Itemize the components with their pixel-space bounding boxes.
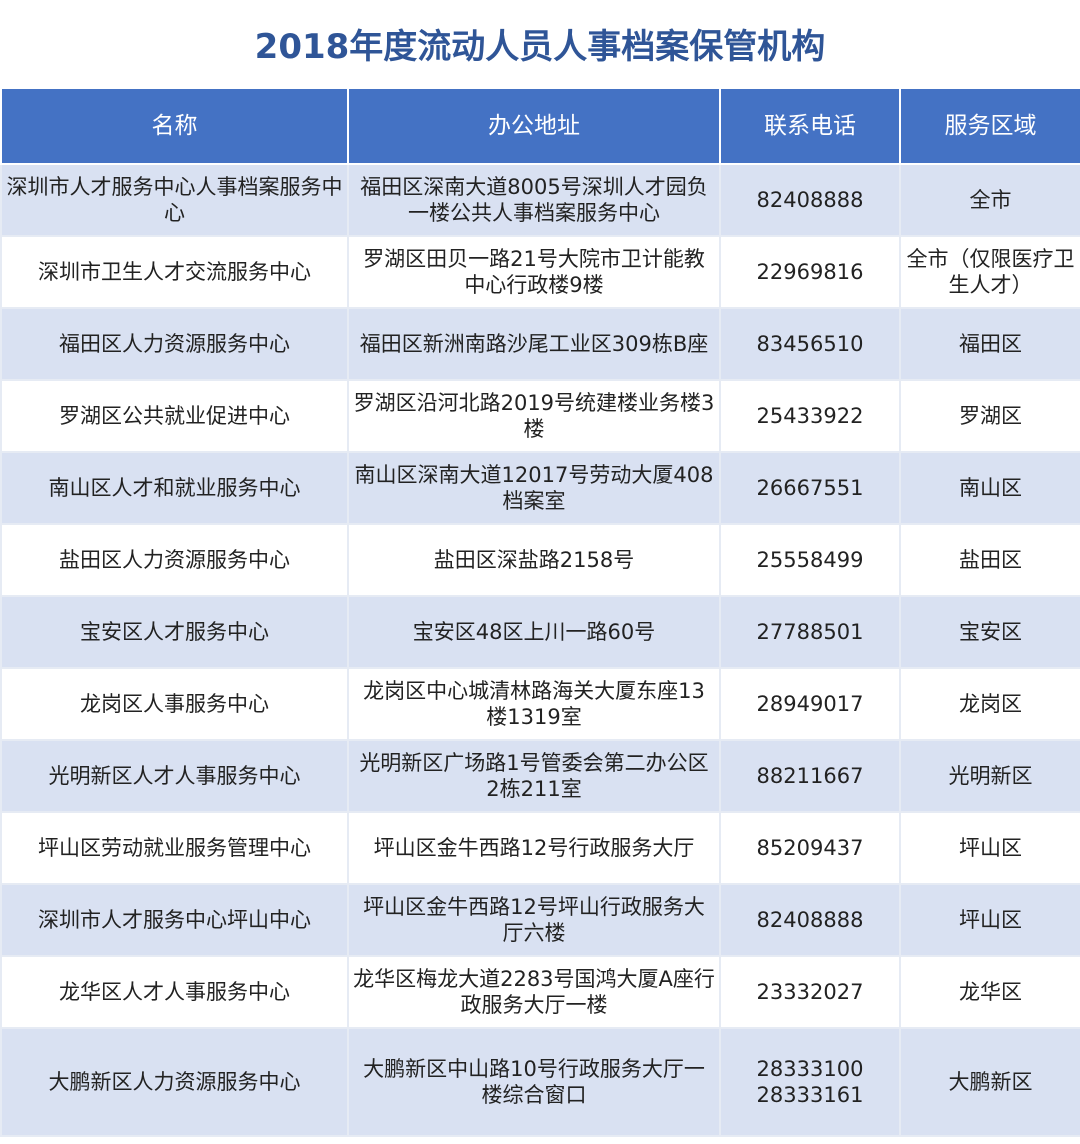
cell-name: 南山区人才和就业服务中心 <box>0 451 349 525</box>
cell-phone: 83456510 <box>719 307 901 381</box>
header-area: 服务区域 <box>899 87 1080 165</box>
cell-phone: 82408888 <box>719 163 901 237</box>
phone-number: 83456510 <box>756 332 864 356</box>
cell-phone: 23332027 <box>719 955 901 1029</box>
phone-number: 25433922 <box>756 404 864 428</box>
cell-area: 全市（仅限医疗卫生人才） <box>899 235 1080 309</box>
cell-name: 龙岗区人事服务中心 <box>0 667 349 741</box>
phone-number: 82408888 <box>756 188 864 212</box>
table-row: 光明新区人才人事服务中心 光明新区广场路1号管委会第二办公区2栋211室 88211… <box>0 739 1080 813</box>
cell-name: 福田区人力资源服务中心 <box>0 307 349 381</box>
cell-address: 福田区深南大道8005号深圳人才园负一楼公共人事档案服务中心 <box>347 163 721 237</box>
phone-number: 23332027 <box>756 980 864 1004</box>
institution-table: 名称 办公地址 联系电话 服务区域 深圳市人才服务中心人事档案服务中心 福田区深南… <box>0 87 1080 1137</box>
cell-area: 福田区 <box>899 307 1080 381</box>
cell-phone: 26667551 <box>719 451 901 525</box>
table-row: 盐田区人力资源服务中心 盐田区深盐路2158号 25558499 盐田区 <box>0 523 1080 597</box>
header-row: 名称 办公地址 联系电话 服务区域 <box>0 87 1080 165</box>
cell-address: 光明新区广场路1号管委会第二办公区2栋211室 <box>347 739 721 813</box>
cell-area: 龙华区 <box>899 955 1080 1029</box>
phone-number: 28949017 <box>756 692 864 716</box>
cell-area: 光明新区 <box>899 739 1080 813</box>
table-row: 深圳市人才服务中心人事档案服务中心 福田区深南大道8005号深圳人才园负一楼公共人… <box>0 163 1080 237</box>
table-row: 龙岗区人事服务中心 龙岗区中心城清林路海关大厦东座13楼1319室 28949017… <box>0 667 1080 741</box>
phone-number: 28333100 <box>756 1057 864 1081</box>
cell-area: 坪山区 <box>899 811 1080 885</box>
cell-phone: 25433922 <box>719 379 901 453</box>
table-row: 龙华区人才人事服务中心 龙华区梅龙大道2283号国鸿大厦A座行政服务大厅一楼 233… <box>0 955 1080 1029</box>
cell-area: 坪山区 <box>899 883 1080 957</box>
cell-area: 全市 <box>899 163 1080 237</box>
cell-area: 龙岗区 <box>899 667 1080 741</box>
table-row: 大鹏新区人力资源服务中心 大鹏新区中山路10号行政服务大厅一楼综合窗口 283331… <box>0 1027 1080 1137</box>
cell-address: 宝安区48区上川一路60号 <box>347 595 721 669</box>
cell-address: 罗湖区沿河北路2019号统建楼业务楼3楼 <box>347 379 721 453</box>
cell-area: 大鹏新区 <box>899 1027 1080 1137</box>
phone-number: 22969816 <box>756 260 864 284</box>
cell-name: 龙华区人才人事服务中心 <box>0 955 349 1029</box>
header-name: 名称 <box>0 87 349 165</box>
phone-number: 88211667 <box>756 764 864 788</box>
phone-number: 26667551 <box>756 476 864 500</box>
cell-area: 宝安区 <box>899 595 1080 669</box>
cell-name: 罗湖区公共就业促进中心 <box>0 379 349 453</box>
cell-phone: 88211667 <box>719 739 901 813</box>
table-row: 深圳市人才服务中心坪山中心 坪山区金牛西路12号坪山行政服务大厅六楼 8240888… <box>0 883 1080 957</box>
phone-number: 25558499 <box>756 548 864 572</box>
cell-phone: 82408888 <box>719 883 901 957</box>
cell-area: 盐田区 <box>899 523 1080 597</box>
cell-name: 深圳市卫生人才交流服务中心 <box>0 235 349 309</box>
cell-phone: 85209437 <box>719 811 901 885</box>
phone-number: 82408888 <box>756 908 864 932</box>
table-row: 罗湖区公共就业促进中心 罗湖区沿河北路2019号统建楼业务楼3楼 25433922 罗… <box>0 379 1080 453</box>
cell-address: 龙岗区中心城清林路海关大厦东座13楼1319室 <box>347 667 721 741</box>
cell-name: 盐田区人力资源服务中心 <box>0 523 349 597</box>
table-row: 宝安区人才服务中心 宝安区48区上川一路60号 27788501 宝安区 <box>0 595 1080 669</box>
header-phone: 联系电话 <box>719 87 901 165</box>
phone-number: 27788501 <box>756 620 864 644</box>
cell-name: 深圳市人才服务中心坪山中心 <box>0 883 349 957</box>
cell-address: 南山区深南大道12017号劳动大厦408档案室 <box>347 451 721 525</box>
cell-area: 南山区 <box>899 451 1080 525</box>
cell-phone: 28333100 28333161 <box>719 1027 901 1137</box>
cell-address: 坪山区金牛西路12号行政服务大厅 <box>347 811 721 885</box>
cell-name: 深圳市人才服务中心人事档案服务中心 <box>0 163 349 237</box>
cell-name: 光明新区人才人事服务中心 <box>0 739 349 813</box>
cell-address: 福田区新洲南路沙尾工业区309栋B座 <box>347 307 721 381</box>
cell-phone: 25558499 <box>719 523 901 597</box>
cell-phone: 28949017 <box>719 667 901 741</box>
phone-number: 85209437 <box>756 836 864 860</box>
cell-address: 罗湖区田贝一路21号大院市卫计能教中心行政楼9楼 <box>347 235 721 309</box>
cell-name: 大鹏新区人力资源服务中心 <box>0 1027 349 1137</box>
cell-address: 坪山区金牛西路12号坪山行政服务大厅六楼 <box>347 883 721 957</box>
phone-number: 28333161 <box>756 1083 864 1107</box>
page-title: 2018年度流动人员人事档案保管机构 <box>0 0 1080 87</box>
cell-address: 龙华区梅龙大道2283号国鸿大厦A座行政服务大厅一楼 <box>347 955 721 1029</box>
table-row: 深圳市卫生人才交流服务中心 罗湖区田贝一路21号大院市卫计能教中心行政楼9楼 229… <box>0 235 1080 309</box>
cell-phone: 27788501 <box>719 595 901 669</box>
cell-address: 盐田区深盐路2158号 <box>347 523 721 597</box>
cell-name: 宝安区人才服务中心 <box>0 595 349 669</box>
cell-name: 坪山区劳动就业服务管理中心 <box>0 811 349 885</box>
table-row: 南山区人才和就业服务中心 南山区深南大道12017号劳动大厦408档案室 26667… <box>0 451 1080 525</box>
cell-phone: 22969816 <box>719 235 901 309</box>
cell-address: 大鹏新区中山路10号行政服务大厅一楼综合窗口 <box>347 1027 721 1137</box>
header-address: 办公地址 <box>347 87 721 165</box>
table-row: 坪山区劳动就业服务管理中心 坪山区金牛西路12号行政服务大厅 85209437 坪山区 <box>0 811 1080 885</box>
table-row: 福田区人力资源服务中心 福田区新洲南路沙尾工业区309栋B座 83456510 福田区 <box>0 307 1080 381</box>
cell-area: 罗湖区 <box>899 379 1080 453</box>
